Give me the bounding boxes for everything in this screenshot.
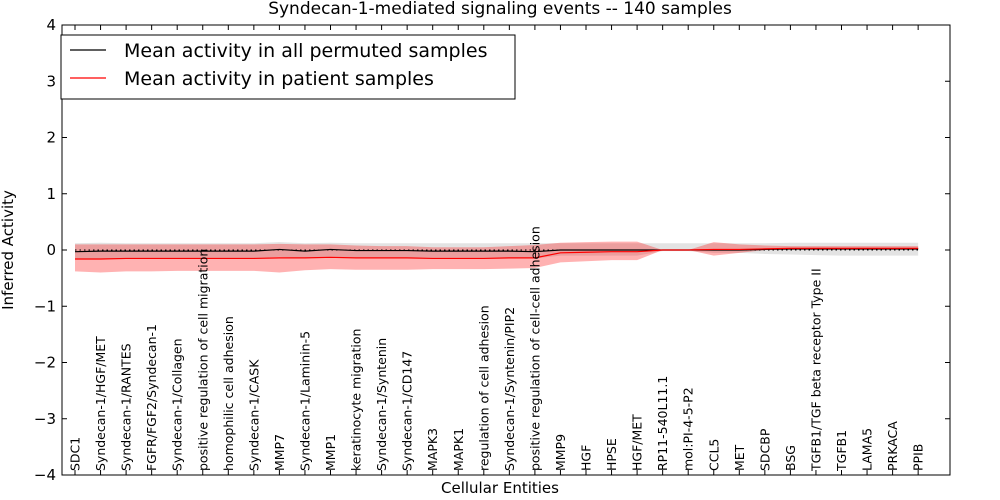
y-tick-label: −2	[34, 354, 56, 372]
chart-title: Syndecan-1-mediated signaling events -- …	[268, 0, 732, 19]
series-lines	[74, 247, 919, 260]
x-tick-label: HPSE	[604, 438, 619, 471]
y-tick-label: 4	[46, 16, 56, 34]
x-tick-label: Syndecan-1/HGF/MET	[93, 336, 108, 471]
x-tick-label: Syndecan-1/CASK	[246, 359, 261, 471]
x-tick-label: TGFB1	[834, 430, 849, 472]
x-tick-label: FGFR/FGF2/Syndecan-1	[144, 324, 159, 471]
y-tick-label: −1	[34, 297, 56, 315]
x-tick-label: MMP1	[323, 434, 338, 471]
x-tick-label: RP11-540L11.1	[655, 376, 670, 471]
legend-label-permuted: Mean activity in all permuted samples	[124, 40, 487, 62]
x-tick-label: HGF/MET	[630, 414, 645, 471]
x-tick-label: Syndecan-1/CD147	[400, 351, 415, 471]
y-tick-label: 2	[46, 129, 56, 147]
x-tick-label: positive regulation of cell-cell adhesio…	[527, 226, 542, 471]
x-tick-label: PPIB	[911, 444, 926, 471]
band-permuted	[75, 242, 919, 259]
x-tick-label: HGF	[579, 445, 594, 471]
x-tick-label: regulation of cell adhesion	[476, 305, 491, 471]
legend-box	[60, 34, 516, 100]
x-tick-label: MAPK3	[425, 428, 440, 471]
y-tick-label: −3	[34, 410, 56, 428]
x-tick-label: LAMA5	[860, 428, 875, 471]
x-tick-label: BSG	[783, 445, 798, 471]
x-tick-label: MET	[732, 444, 747, 471]
x-tick-label: PRKACA	[885, 421, 900, 471]
y-tick-label: 0	[46, 241, 56, 259]
x-tick-label: Syndecan-1/Collagen	[170, 338, 185, 471]
x-axis: SDC1 Syndecan-1/HGF/MET Syndecan-1/RANTES F…	[68, 25, 926, 475]
x-tick-label: Syndecan-1/Syntenin	[374, 338, 389, 471]
x-tick-label: SDCBP	[757, 428, 772, 471]
y-tick-label: 3	[46, 72, 56, 90]
series-line-patient	[75, 247, 919, 260]
y-axis-label: Inferred Activity	[0, 190, 17, 310]
x-tick-label: positive regulation of cell migration	[195, 249, 210, 471]
x-tick-label: Syndecan-1/RANTES	[119, 343, 134, 471]
x-tick-label: homophilic cell adhesion	[221, 316, 236, 471]
x-axis-label: Cellular Entities	[441, 479, 559, 497]
x-tick-label: SDC1	[68, 437, 83, 471]
legend: Mean activity in all permuted samples Me…	[60, 34, 516, 100]
y-tick-label: 1	[46, 185, 56, 203]
x-tick-label: keratinocyte migration	[349, 329, 364, 471]
x-tick-label: CCL5	[706, 439, 721, 471]
x-tick-label: mol:PI-4-5-P2	[681, 387, 696, 471]
legend-label-patient: Mean activity in patient samples	[124, 68, 434, 90]
y-tick-label: −4	[34, 466, 56, 484]
x-tick-label: Syndecan-1/Syntenin/PIP2	[502, 307, 517, 471]
y-axis: 4 3 2 1 0 −1 −2 −3 −4	[34, 16, 950, 484]
x-tick-label: Syndecan-1/Laminin-5	[297, 331, 312, 471]
x-tick-label: TGFB1/TGF beta receptor Type II	[808, 268, 823, 472]
x-tick-label: MAPK1	[451, 428, 466, 471]
x-tick-label: MMP7	[272, 434, 287, 471]
x-tick-label: MMP9	[553, 434, 568, 471]
